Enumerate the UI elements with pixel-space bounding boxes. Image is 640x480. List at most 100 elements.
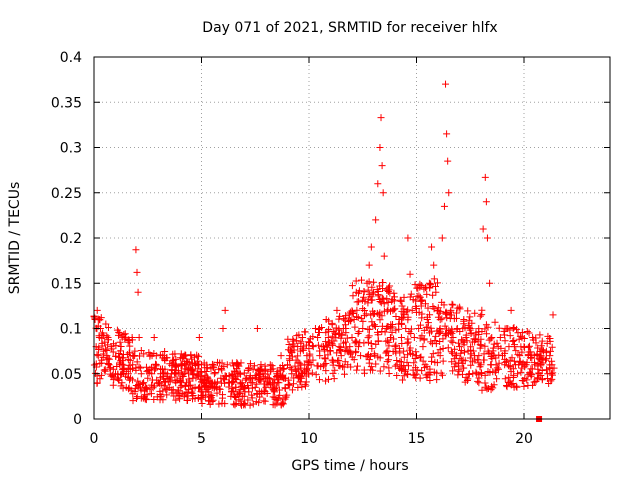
data-point [242,376,250,384]
data-point [321,354,329,362]
data-point [301,361,309,369]
data-point [410,359,418,367]
data-point [229,371,237,379]
data-point [208,379,216,387]
y-tick-label: 0.4 [60,50,82,66]
data-point [331,366,339,374]
data-point [438,315,446,323]
data-point [349,292,357,300]
data-point [495,359,503,367]
data-point [363,279,371,287]
data-point [489,384,497,392]
data-point [428,243,436,251]
chart-title: Day 071 of 2021, SRMTID for receiver hlf… [202,20,497,36]
data-point [274,396,282,404]
data-point [139,394,147,402]
data-point [456,354,464,362]
data-point [449,334,457,342]
data-point [366,352,374,360]
data-point [514,370,522,378]
data-point [296,378,304,386]
data-point [391,362,399,370]
data-point [255,399,263,407]
data-point [221,400,229,408]
data-point [122,334,130,342]
data-point [307,361,315,369]
data-point [220,363,228,371]
data-points [90,80,558,422]
data-point [368,296,376,304]
data-point [488,334,496,342]
data-point [359,317,367,325]
data-point [487,335,495,343]
data-point [448,300,456,308]
data-point [327,337,335,345]
data-point [439,344,447,352]
data-point [96,375,104,383]
data-point [448,327,456,335]
data-point [106,364,114,372]
data-point [134,377,142,385]
data-point [392,313,400,321]
data-point [428,357,436,365]
data-point [406,270,414,278]
axis-ticks: 0 5 10 15 20 0 0.05 0.1 0.15 0.2 0.25 0.3 0.35 0.4 [51,50,610,447]
data-point [530,378,538,386]
data-point [536,331,544,339]
data-point [477,341,485,349]
data-point [299,343,307,351]
data-point [418,367,426,375]
data-point [117,342,125,350]
data-point [296,359,304,367]
data-point [150,366,158,374]
data-point [218,394,226,402]
data-point [120,365,128,373]
data-point [316,352,324,360]
data-point [241,383,248,391]
data-point [148,376,156,384]
data-point [324,375,332,383]
data-point [127,374,135,382]
data-point [432,288,440,296]
data-point [508,354,516,362]
data-point [234,390,242,398]
data-point [531,361,539,369]
data-point [419,343,427,351]
data-point [488,382,496,390]
data-point [102,320,110,328]
data-point [156,391,164,399]
data-point [309,333,317,341]
data-point [359,305,367,313]
y-tick-label: 0.2 [60,231,82,247]
data-point [245,388,253,396]
data-point [230,392,238,400]
data-point [118,379,126,387]
data-point [157,392,165,400]
data-point [359,325,367,332]
data-point [112,352,120,360]
data-point [486,279,494,287]
data-point [135,334,143,342]
data-point [523,376,531,384]
data-point [548,361,556,369]
data-point [223,361,231,369]
data-point [392,341,400,349]
data-point [263,390,271,398]
data-point [353,306,361,314]
data-point [417,297,425,305]
data-point [390,297,398,305]
data-point [181,351,189,359]
data-point [374,331,382,339]
data-point [213,378,221,386]
data-point [406,346,414,354]
data-point [513,383,521,391]
data-point [514,351,522,359]
data-point [538,337,546,345]
data-point [496,334,504,342]
data-point [371,351,379,359]
data-point [413,292,421,300]
data-point [433,376,441,384]
data-point [454,339,462,347]
data-point [311,325,319,332]
data-point [150,334,158,342]
